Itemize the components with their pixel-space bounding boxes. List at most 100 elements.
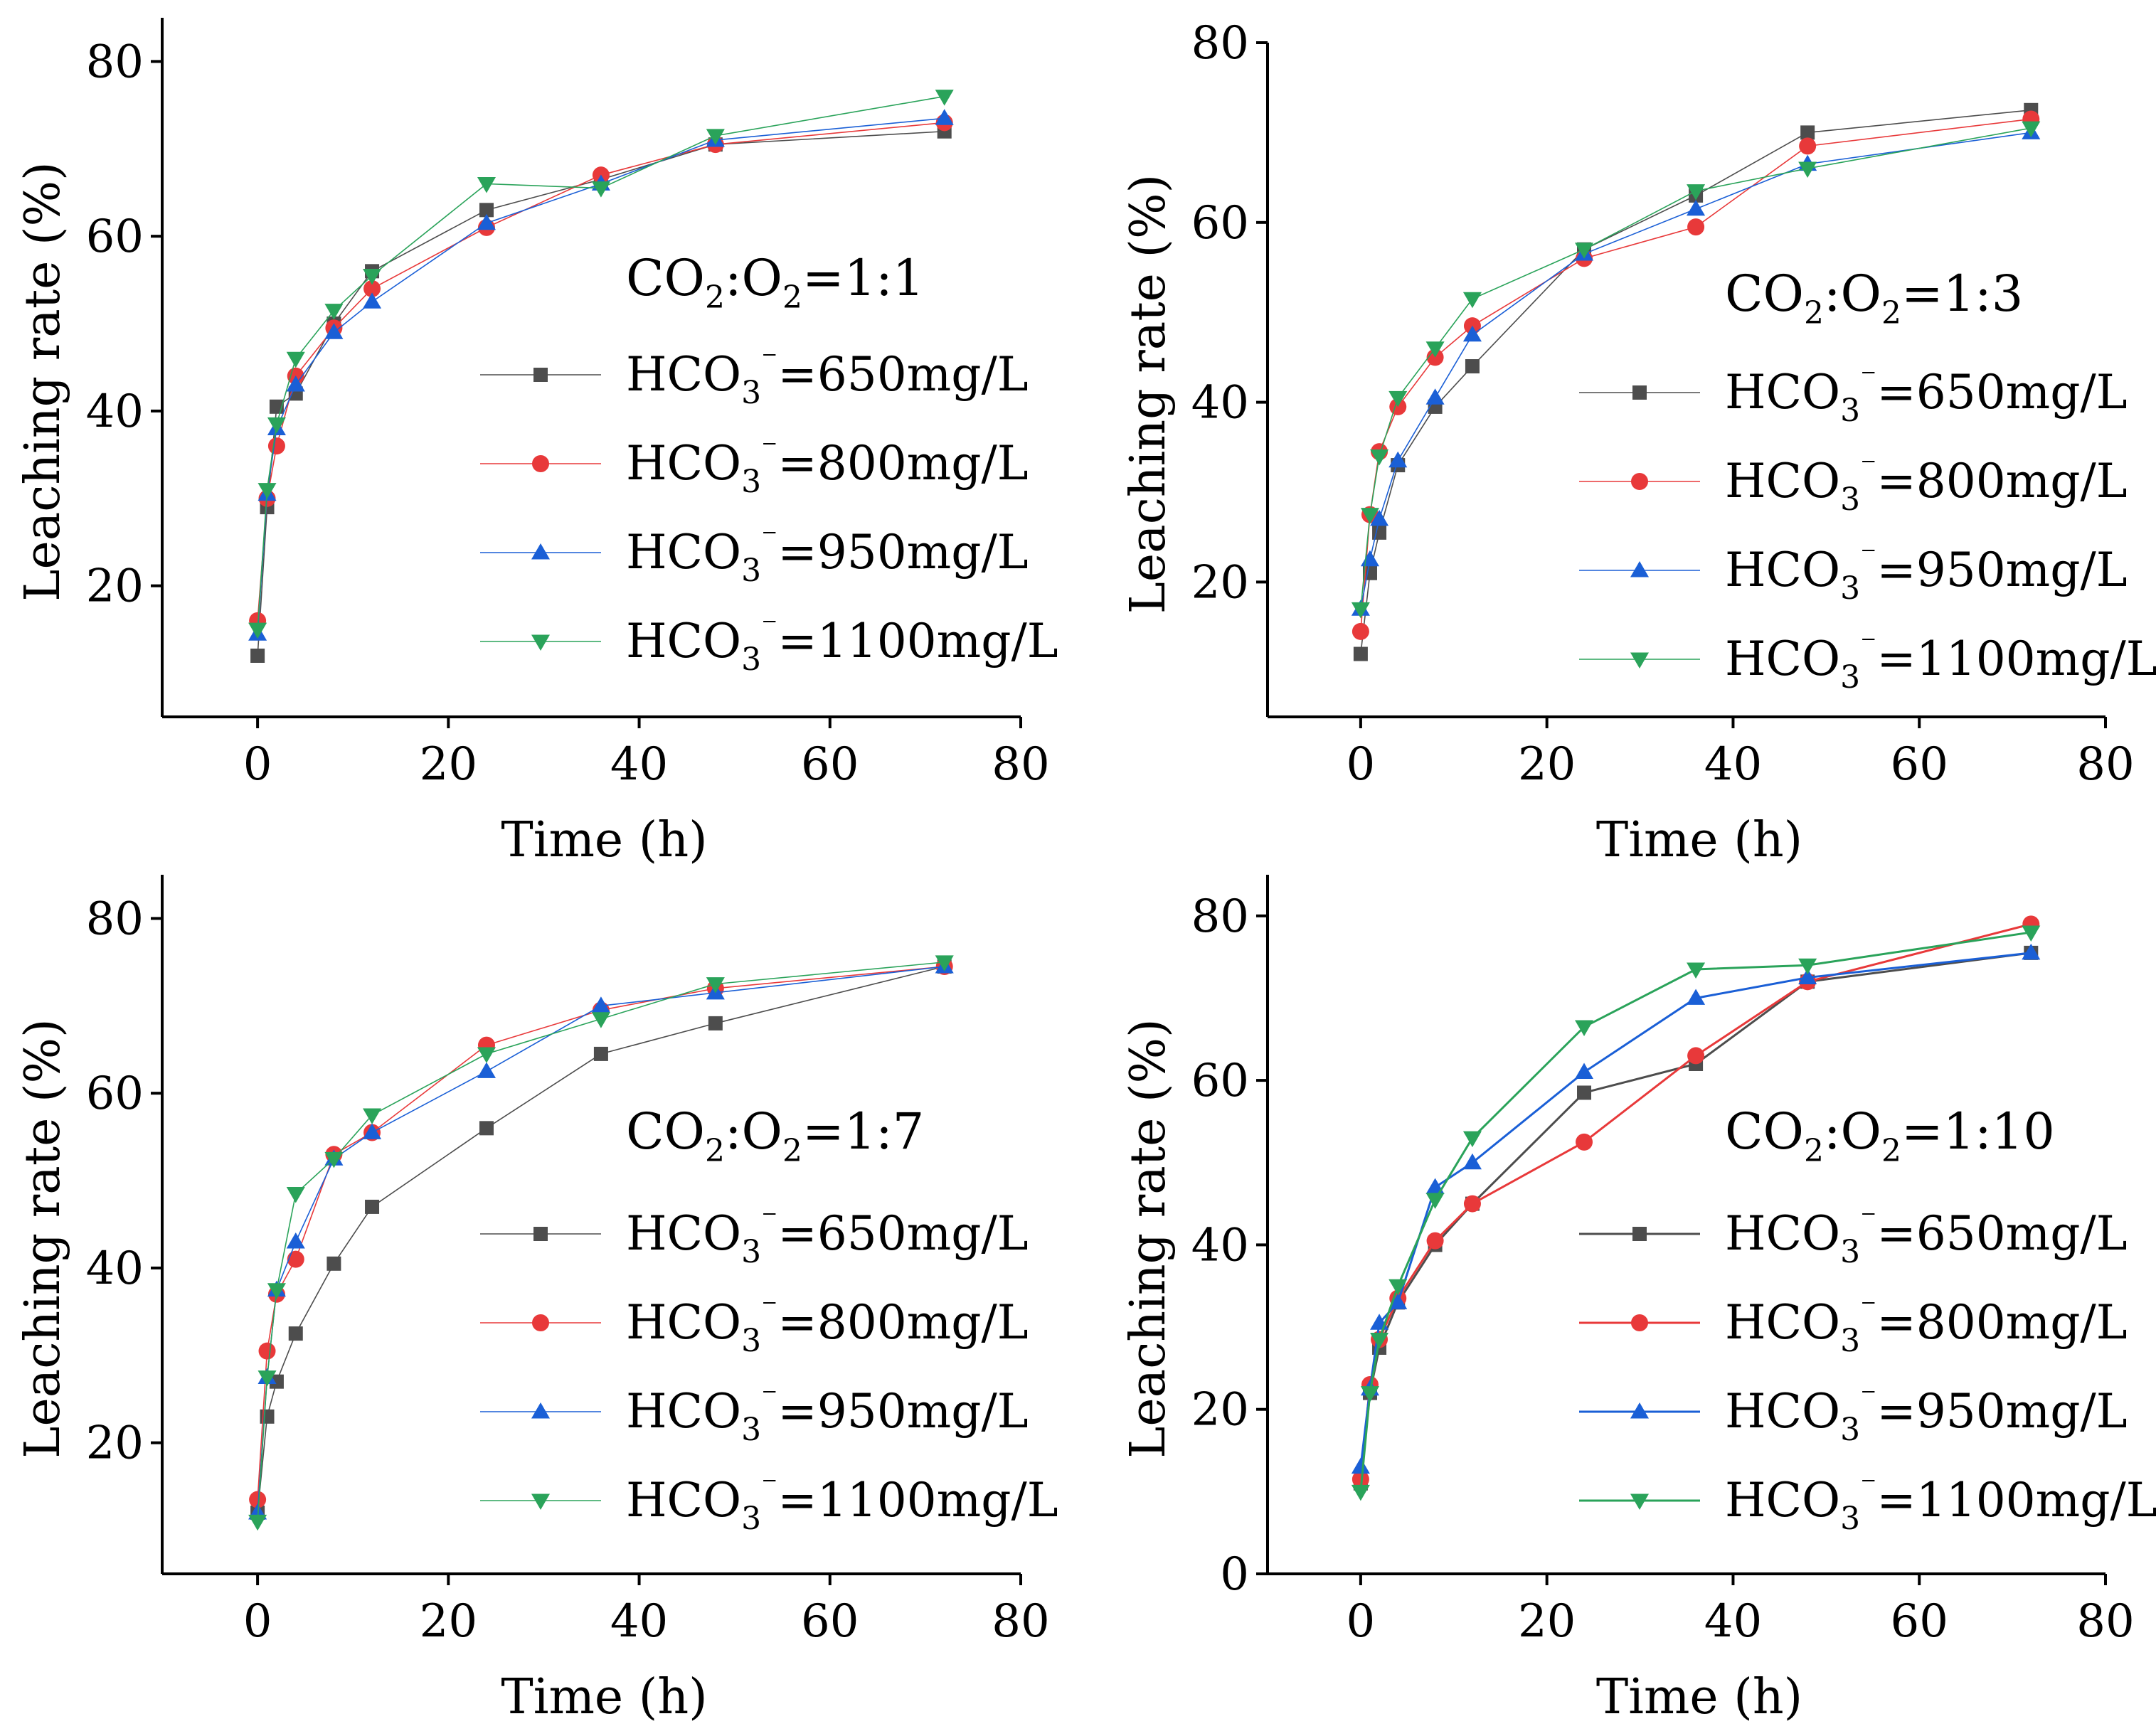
x-axis-title: Time (h) bbox=[1596, 812, 1802, 868]
data-point-1100 bbox=[324, 304, 344, 320]
data-point-950 bbox=[1388, 1293, 1408, 1309]
y-tick-label: 60 bbox=[1191, 1055, 1249, 1107]
legend-marker bbox=[1630, 560, 1650, 577]
legend-marker bbox=[1632, 385, 1647, 400]
legend-marker bbox=[1630, 652, 1650, 669]
legend-marker bbox=[533, 1227, 548, 1241]
data-point-1100 bbox=[1798, 161, 1817, 178]
y-tick-label: 20 bbox=[86, 560, 144, 613]
data-point-950 bbox=[591, 996, 610, 1013]
data-point-1100 bbox=[477, 177, 496, 193]
data-point-950 bbox=[324, 323, 344, 339]
data-point-950 bbox=[363, 1123, 382, 1139]
y-tick-label: 40 bbox=[1191, 1219, 1249, 1272]
legend-entry-800: HCO3⁻=800mg/L bbox=[480, 431, 1029, 500]
y-axis-title: Leaching rate (%) bbox=[15, 1018, 71, 1458]
y-tick-label: 60 bbox=[1191, 197, 1249, 250]
legend-marker bbox=[531, 1493, 551, 1511]
data-point-950 bbox=[1425, 388, 1445, 405]
x-tick-label: 80 bbox=[2076, 1595, 2134, 1648]
legend-marker bbox=[531, 543, 551, 560]
data-point-800 bbox=[1426, 1232, 1444, 1250]
series-line-800 bbox=[257, 122, 945, 621]
data-point-800 bbox=[363, 279, 381, 297]
legend-label: HCO3⁻=950mg/L bbox=[626, 520, 1029, 589]
legend-label: HCO3⁻=950mg/L bbox=[626, 1379, 1029, 1448]
x-axis-title: Time (h) bbox=[1596, 1669, 1802, 1725]
data-point-950 bbox=[1687, 199, 1706, 216]
legend-entry-950: HCO3⁻=950mg/L bbox=[1579, 1379, 2128, 1448]
data-point-800 bbox=[1352, 1471, 1369, 1489]
y-axis-title: Leaching rate (%) bbox=[1120, 1018, 1177, 1458]
legend-label: HCO3⁻=650mg/L bbox=[626, 1201, 1029, 1270]
legend-entry-650: HCO3⁻=650mg/L bbox=[480, 1201, 1029, 1270]
series-line-950 bbox=[1360, 132, 2032, 609]
y-tick-label: 40 bbox=[1191, 377, 1249, 430]
legend-marker bbox=[533, 368, 548, 382]
data-point-800 bbox=[1687, 1047, 1705, 1065]
data-point-650 bbox=[708, 1016, 723, 1031]
legend-entry-1100: HCO3⁻=1100mg/L bbox=[480, 1468, 1058, 1537]
data-point-650 bbox=[250, 648, 265, 663]
data-point-650 bbox=[479, 203, 494, 218]
data-point-1100 bbox=[1351, 1484, 1370, 1501]
data-point-950 bbox=[363, 292, 382, 309]
y-tick-label: 20 bbox=[86, 1417, 144, 1470]
data-point-1100 bbox=[1360, 508, 1379, 524]
data-point-950 bbox=[477, 213, 496, 230]
legend-marker bbox=[1631, 1314, 1648, 1331]
legend-entry-1100: HCO3⁻=1100mg/L bbox=[1579, 1468, 2156, 1537]
y-tick-label: 60 bbox=[86, 1067, 144, 1120]
legend-title: CO2:O2=1:7 bbox=[626, 1102, 924, 1169]
x-tick-label: 0 bbox=[243, 1595, 272, 1648]
series-line-1100 bbox=[1359, 931, 2032, 1492]
data-point-650 bbox=[1465, 359, 1480, 374]
data-point-1100 bbox=[267, 417, 286, 434]
y-tick-label: 20 bbox=[1191, 556, 1249, 609]
x-tick-label: 20 bbox=[420, 738, 477, 791]
y-tick-label: 80 bbox=[1191, 17, 1249, 70]
x-tick-label: 0 bbox=[243, 738, 272, 791]
data-point-650 bbox=[288, 1326, 303, 1341]
data-point-1100 bbox=[1370, 1332, 1389, 1349]
legend-label: HCO3⁻=800mg/L bbox=[1725, 1290, 2128, 1359]
data-point-650 bbox=[1372, 525, 1387, 540]
data-point-650 bbox=[365, 1199, 380, 1214]
chart-panel-2: 0 20 40 60 80 20 40 60 80 Time (h) Leaching rate (… bbox=[1120, 17, 2156, 868]
data-point-1100 bbox=[591, 181, 610, 198]
y-tick-label: 40 bbox=[86, 385, 144, 438]
data-point-950 bbox=[1388, 451, 1408, 468]
y-tick-label: 80 bbox=[1191, 890, 1249, 943]
data-point-1100 bbox=[1388, 1279, 1408, 1296]
x-axis-title: Time (h) bbox=[501, 1669, 707, 1725]
data-point-950 bbox=[1370, 509, 1389, 526]
data-point-950 bbox=[1687, 989, 1706, 1005]
data-point-1100 bbox=[1798, 958, 1817, 975]
data-point-800 bbox=[267, 437, 285, 455]
x-tick-label: 40 bbox=[610, 1595, 668, 1648]
data-point-1100 bbox=[267, 1283, 286, 1299]
legend-title: CO2:O2=1:10 bbox=[1725, 1102, 2055, 1169]
x-tick-label: 80 bbox=[992, 738, 1049, 791]
legend-title: CO2:O2=1:3 bbox=[1725, 265, 2023, 331]
legend-label: HCO3⁻=1100mg/L bbox=[626, 1468, 1058, 1537]
data-point-1100 bbox=[1351, 602, 1370, 619]
legend-label: HCO3⁻=1100mg/L bbox=[626, 609, 1058, 678]
chart-panel-4: 0 20 40 60 80 0 20 40 60 80 Time (h) Leaching rate … bbox=[1120, 875, 2156, 1725]
data-point-800 bbox=[1463, 1195, 1481, 1213]
data-point-950 bbox=[1462, 1153, 1482, 1170]
series-line-1100 bbox=[257, 962, 945, 1522]
data-point-1100 bbox=[2022, 925, 2041, 942]
data-point-950 bbox=[286, 1232, 305, 1249]
legend-entry-950: HCO3⁻=950mg/L bbox=[480, 520, 1029, 589]
legend-label: HCO3⁻=1100mg/L bbox=[1725, 1468, 2156, 1537]
data-point-1100 bbox=[363, 269, 382, 285]
legend-marker bbox=[1632, 1227, 1647, 1241]
data-point-950 bbox=[1575, 1063, 1594, 1080]
x-tick-label: 40 bbox=[1704, 1595, 1762, 1648]
data-point-1100 bbox=[477, 1047, 496, 1063]
legend-marker bbox=[531, 634, 551, 651]
x-tick-label: 40 bbox=[610, 738, 668, 791]
chart-panel-3: 0 20 40 60 80 20 40 60 80 Time (h) Leaching rate (… bbox=[15, 875, 1058, 1725]
